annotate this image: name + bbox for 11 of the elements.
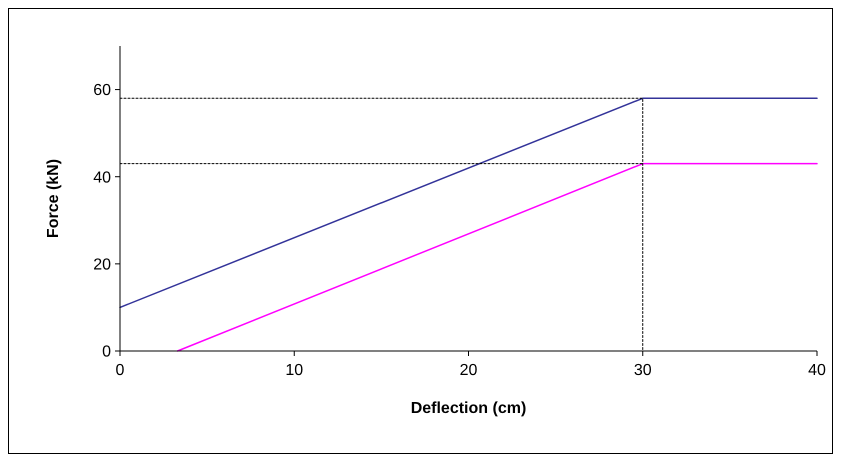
x-tick-label: 20	[460, 362, 478, 379]
x-tick-label: 40	[808, 362, 826, 379]
y-tick-label: 60	[93, 82, 112, 100]
y-tick-label: 0	[102, 344, 112, 361]
x-tick-label: 30	[634, 362, 652, 379]
x-tick-label: 10	[285, 362, 304, 379]
x-axis-title: Deflection (cm)	[410, 400, 526, 417]
y-axis-title: Force (kN)	[45, 158, 62, 238]
x-tick-label: 0	[116, 362, 125, 379]
y-tick-label: 40	[93, 169, 112, 186]
y-tick-label: 20	[93, 256, 112, 274]
